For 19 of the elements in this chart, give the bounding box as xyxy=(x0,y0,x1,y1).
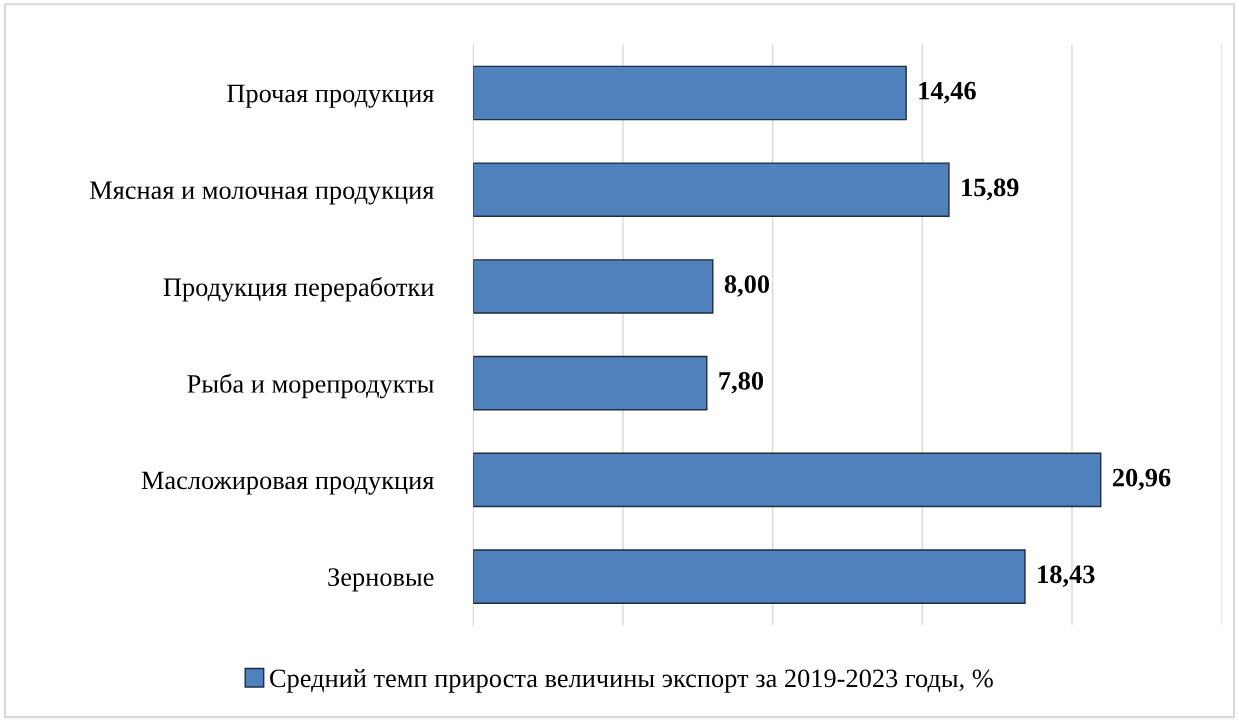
data-label: 14,46 xyxy=(919,81,976,104)
bar xyxy=(473,162,950,218)
y-tick-label: Зерновые xyxy=(328,568,434,592)
legend-label: Средний темп прироста величины экспорт за 2019-2023 годы, % xyxy=(270,668,993,693)
data-label: 8,00 xyxy=(724,275,770,297)
y-tick-label: Продукция переработки xyxy=(163,277,434,302)
bar xyxy=(473,452,1102,508)
y-tick-label: Прочая продукция xyxy=(227,84,434,108)
bar xyxy=(473,355,708,411)
y-tick-label: Масложировая продукция xyxy=(141,471,434,495)
y-tick-label: Мясная и молочная продукция xyxy=(89,181,434,205)
bar xyxy=(473,259,714,314)
y-tick-label: Рыба и морепродукты xyxy=(187,373,434,399)
data-label: 18,43 xyxy=(1038,565,1095,588)
data-label: 15,89 xyxy=(962,178,1019,201)
bar xyxy=(473,549,1026,604)
bar xyxy=(473,65,907,121)
data-label: 7,80 xyxy=(719,371,764,394)
data-label: 20,96 xyxy=(1112,468,1171,491)
